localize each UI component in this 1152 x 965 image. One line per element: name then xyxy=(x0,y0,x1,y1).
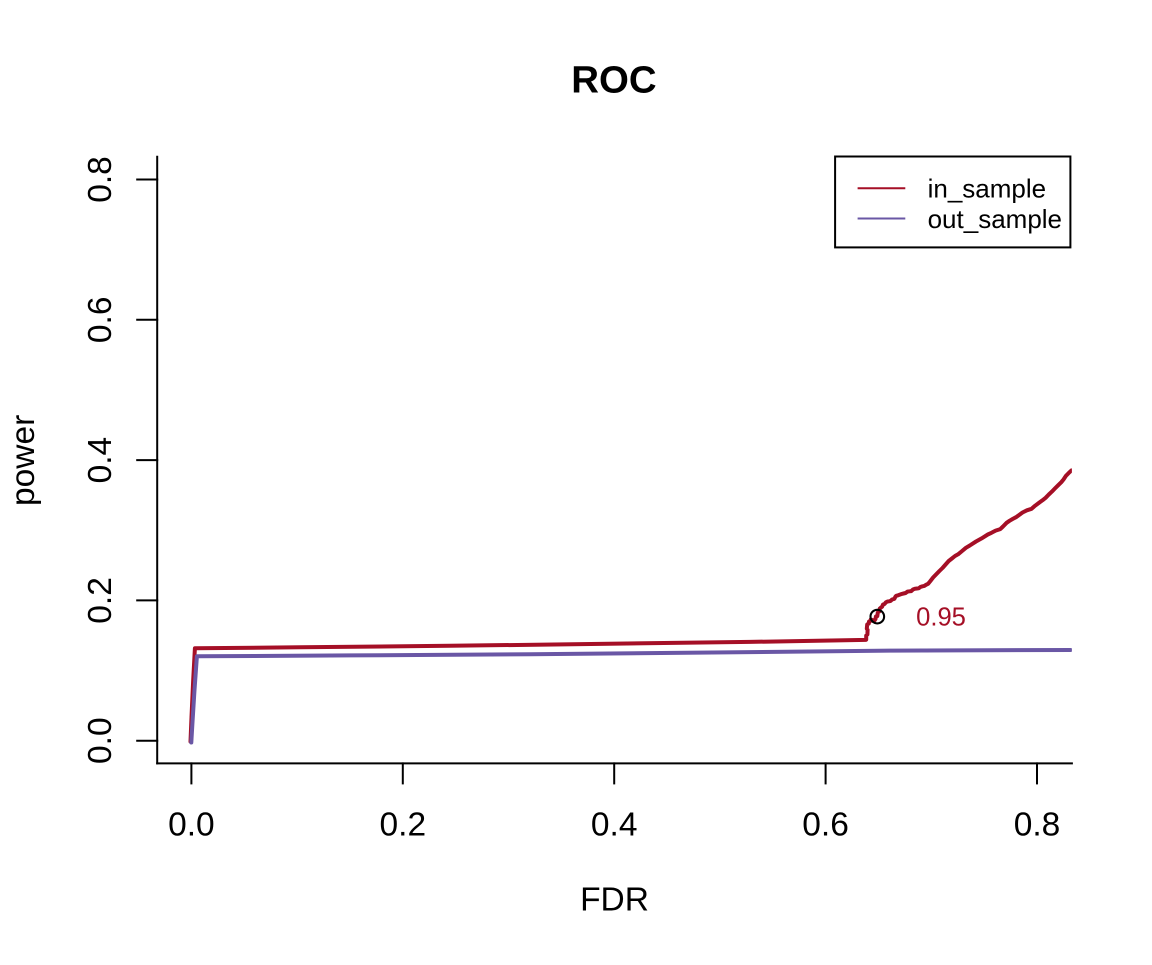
svg-text:0.4: 0.4 xyxy=(591,806,638,843)
svg-text:out_sample: out_sample xyxy=(928,204,1062,234)
svg-text:0.6: 0.6 xyxy=(82,297,119,344)
svg-text:FDR: FDR xyxy=(580,881,649,918)
svg-text:0.0: 0.0 xyxy=(168,806,215,843)
svg-text:0.8: 0.8 xyxy=(1014,806,1061,843)
svg-text:0.4: 0.4 xyxy=(82,437,119,484)
svg-text:0.8: 0.8 xyxy=(82,156,119,203)
svg-text:0.2: 0.2 xyxy=(82,577,119,624)
svg-text:0.95: 0.95 xyxy=(916,604,966,632)
svg-text:0.6: 0.6 xyxy=(802,806,849,843)
svg-text:ROC: ROC xyxy=(571,59,656,102)
svg-text:power: power xyxy=(5,415,42,506)
svg-text:0.2: 0.2 xyxy=(380,806,427,843)
svg-text:0.0: 0.0 xyxy=(82,717,119,764)
svg-text:in_sample: in_sample xyxy=(928,174,1047,204)
